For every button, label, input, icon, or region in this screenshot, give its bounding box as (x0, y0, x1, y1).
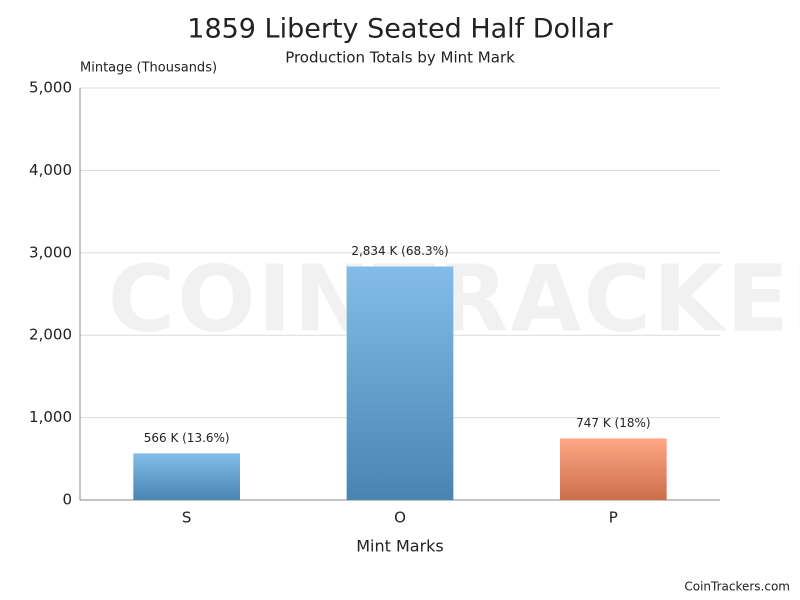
watermark: COINTRACKERS (108, 245, 800, 352)
value-label: 747 K (18%) (576, 416, 650, 430)
y-tick-label: 4,000 (29, 161, 72, 179)
x-tick-label: O (394, 509, 406, 527)
x-tick-label: P (609, 509, 618, 527)
bar (133, 453, 240, 500)
y-axis-label: Mintage (Thousands) (80, 61, 217, 76)
bar (346, 266, 454, 500)
x-tick-label: S (182, 509, 192, 527)
y-tick-label: 0 (62, 491, 72, 509)
y-tick-label: 3,000 (29, 243, 72, 261)
value-label: 2,834 K (68.3%) (351, 244, 448, 258)
bar (560, 438, 667, 500)
x-axis-label: Mint Marks (356, 537, 444, 556)
value-label: 566 K (13.6%) (144, 431, 230, 445)
y-tick-label: 5,000 (29, 79, 72, 97)
chart-subtitle: Production Totals by Mint Mark (285, 49, 515, 67)
credit: CoinTrackers.com (684, 580, 790, 594)
y-tick-label: 2,000 (29, 326, 72, 344)
chart-title: 1859 Liberty Seated Half Dollar (187, 14, 613, 45)
y-tick-label: 1,000 (29, 408, 72, 426)
